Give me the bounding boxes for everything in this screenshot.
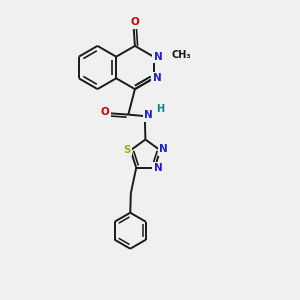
Text: N: N	[160, 144, 168, 154]
Text: N: N	[154, 52, 163, 62]
Text: H: H	[156, 104, 164, 115]
Text: N: N	[154, 163, 163, 173]
Text: S: S	[123, 145, 130, 155]
Text: N: N	[144, 110, 153, 120]
Text: O: O	[130, 17, 139, 27]
Text: CH₃: CH₃	[172, 50, 191, 60]
Text: N: N	[153, 73, 162, 83]
Text: O: O	[100, 106, 109, 117]
